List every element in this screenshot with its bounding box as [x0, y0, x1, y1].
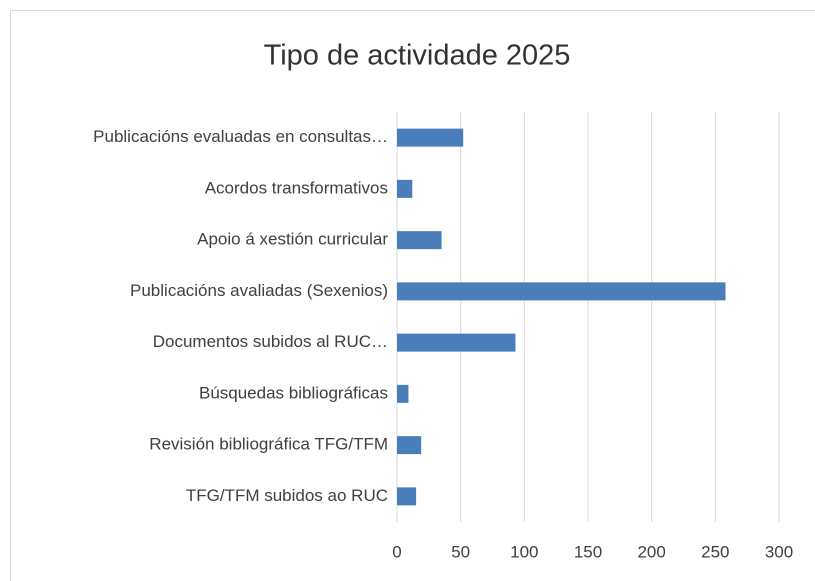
x-tick-label: 100 — [510, 542, 538, 561]
bar — [397, 333, 516, 352]
x-tick-label: 300 — [765, 542, 793, 561]
bar — [397, 282, 726, 301]
bar — [397, 384, 409, 403]
y-tick-label: Acordos transformativos — [205, 178, 388, 197]
bar — [397, 487, 417, 506]
chart-title: Tipo de actividade 2025 — [264, 40, 571, 72]
y-tick-label: Revisión bibliográfica TFG/TFM — [149, 435, 388, 454]
bar — [397, 179, 413, 198]
y-tick-label: Documentos subidos al RUC… — [153, 332, 388, 351]
y-tick-label: Búsquedas bibliográficas — [199, 383, 388, 402]
y-tick-label: TFG/TFM subidos ao RUC — [186, 486, 388, 505]
x-tick-label: 50 — [451, 542, 470, 561]
x-tick-label: 0 — [392, 542, 401, 561]
y-tick-label: Publicacións evaluadas en consultas… — [93, 127, 388, 146]
bar — [397, 231, 442, 250]
bar — [397, 436, 422, 455]
y-tick-label: Apoio á xestión curricular — [197, 230, 388, 249]
x-tick-label: 200 — [637, 542, 665, 561]
y-tick-label: Publicacións avaliadas (Sexenios) — [130, 281, 388, 300]
bar — [397, 128, 464, 147]
x-tick-label: 250 — [701, 542, 729, 561]
x-tick-label: 150 — [574, 542, 602, 561]
